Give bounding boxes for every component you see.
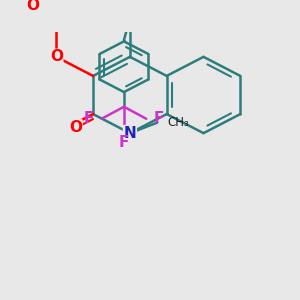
- Text: F: F: [84, 111, 94, 126]
- Text: O: O: [50, 49, 63, 64]
- Text: F: F: [154, 111, 164, 126]
- Text: F: F: [119, 135, 129, 150]
- Text: O: O: [26, 0, 39, 13]
- Text: CH₃: CH₃: [168, 116, 189, 129]
- Text: N: N: [124, 126, 136, 141]
- Text: O: O: [69, 120, 82, 135]
